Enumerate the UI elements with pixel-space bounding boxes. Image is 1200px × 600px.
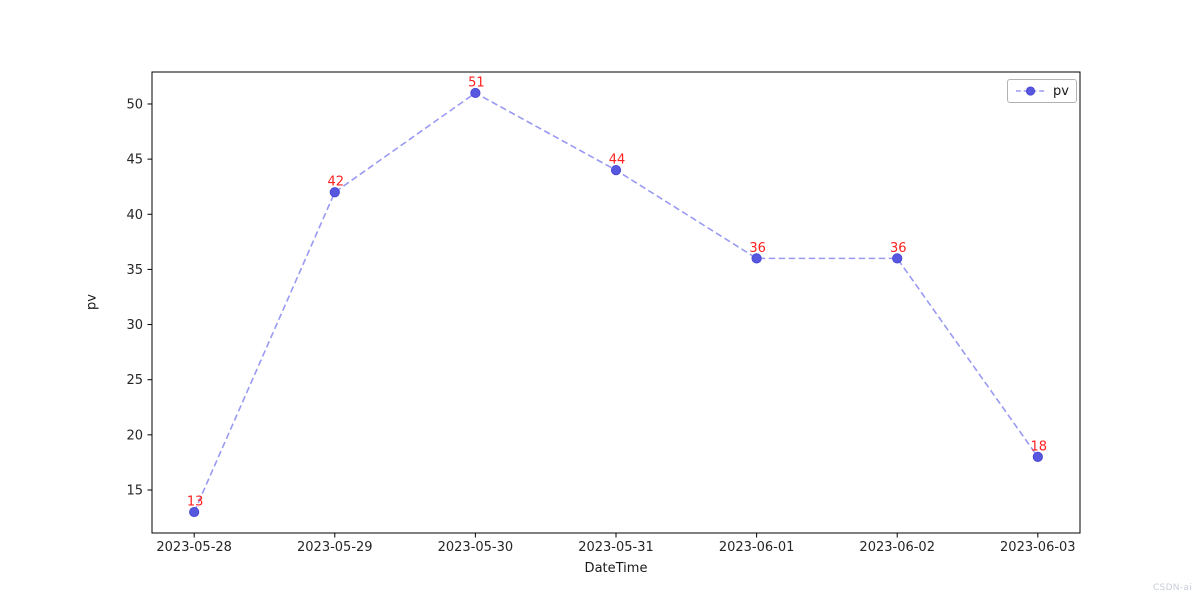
data-point-label: 36 xyxy=(890,241,907,256)
y-tick-label: 25 xyxy=(126,373,143,388)
y-tick-label: 20 xyxy=(126,428,143,443)
legend-label: pv xyxy=(1053,83,1069,99)
x-tick-label: 2023-05-29 xyxy=(297,540,373,555)
data-point-label: 51 xyxy=(468,75,485,90)
y-axis-title: pv xyxy=(84,294,100,310)
y-tick-label: 45 xyxy=(126,153,143,168)
axes-frame xyxy=(151,71,1081,534)
data-point-marker xyxy=(751,253,762,264)
watermark: CSDN-ai xyxy=(1152,583,1192,593)
data-point-label: 44 xyxy=(609,153,626,168)
data-point-marker xyxy=(1032,451,1043,463)
x-tick-label: 2023-06-01 xyxy=(719,540,795,555)
x-tick-label: 2023-06-02 xyxy=(859,540,935,555)
y-tick-label: 30 xyxy=(126,318,143,333)
data-point-marker xyxy=(189,506,200,518)
data-point-marker xyxy=(470,87,481,99)
legend-line-sample xyxy=(1015,86,1046,96)
y-tick-label: 50 xyxy=(126,97,143,112)
data-point-marker xyxy=(329,187,340,198)
data-point-label: 42 xyxy=(328,175,345,190)
data-point-label: 13 xyxy=(187,495,204,510)
x-tick-label: 2023-05-31 xyxy=(578,540,654,555)
y-tick-label: 40 xyxy=(126,208,143,223)
data-point-marker xyxy=(892,253,903,264)
y-tick-label: 15 xyxy=(126,483,143,498)
legend: pv xyxy=(1007,79,1077,103)
y-tick-label: 35 xyxy=(126,263,143,278)
data-point-label: 18 xyxy=(1031,439,1048,454)
data-point-marker xyxy=(610,165,622,176)
data-point-label: 36 xyxy=(749,241,766,256)
x-tick-label: 2023-06-03 xyxy=(1000,540,1076,555)
x-tick-label: 2023-05-28 xyxy=(156,540,232,555)
x-axis-title: DateTime xyxy=(584,561,648,576)
x-tick-label: 2023-05-30 xyxy=(438,540,514,555)
